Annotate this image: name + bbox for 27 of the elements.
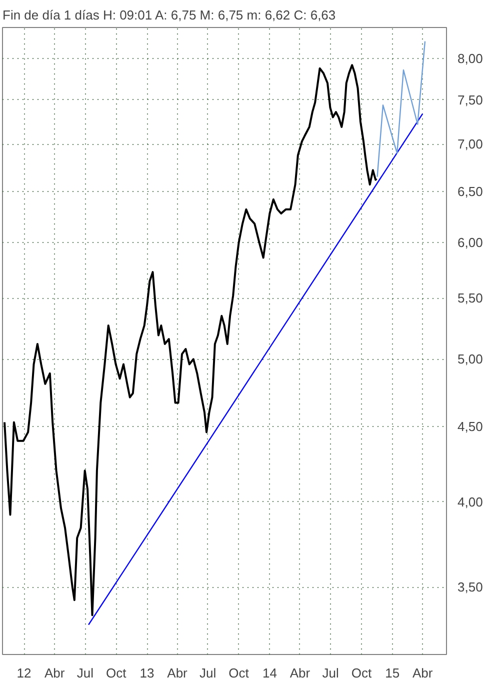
y-tick-label: 5,00 — [458, 352, 483, 367]
x-tick-label: Jul — [322, 666, 339, 680]
line-series — [4, 64, 378, 616]
y-tick-label: 8,00 — [458, 51, 483, 66]
y-tick-label: 3,50 — [458, 580, 483, 595]
x-tick-label: 15 — [385, 666, 400, 680]
x-tick-label: Abr — [290, 666, 311, 680]
x-tick-label: Abr — [167, 666, 188, 680]
y-tick-label: 5,50 — [458, 290, 483, 306]
x-tick-label: 12 — [16, 666, 32, 680]
x-tick-label: Jul — [76, 666, 94, 680]
x-tick-label: 13 — [140, 666, 154, 680]
y-tick-label: 4,00 — [458, 494, 483, 510]
y-tick-label: 6,50 — [458, 184, 483, 199]
y-tick-label: 4,50 — [458, 418, 483, 434]
y-tick-label: 6,00 — [458, 235, 483, 250]
chart-title: Fin de día 1 días H: 09:01 A: 6,75 M: 6,75 m: 6,62 C: 6,63 — [2, 8, 336, 22]
y-tick-label: 7,00 — [458, 136, 483, 152]
x-tick-label: Oct — [228, 666, 250, 680]
x-tick-label: Oct — [351, 666, 372, 680]
x-tick-label: Abr — [44, 666, 66, 680]
x-tick-label: Abr — [412, 666, 434, 680]
x-tick-label: Jul — [200, 666, 216, 680]
line-series — [376, 40, 426, 178]
x-tick-label: 14 — [262, 666, 277, 680]
y-tick-label: 7,50 — [458, 92, 483, 108]
x-tick-label: Oct — [106, 666, 127, 680]
